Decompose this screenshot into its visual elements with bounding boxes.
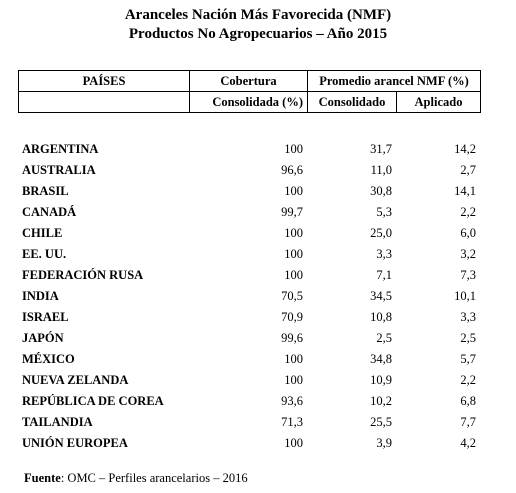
cell-consolidado: 3,9 <box>376 436 392 450</box>
cell-aplicado: 6,0 <box>460 226 476 240</box>
table-row: NUEVA ZELANDA 100 10,9 2,2 <box>18 370 480 391</box>
cell-cobertura: 100 <box>284 184 303 198</box>
table-header: PAÍSES Cobertura Promedio arancel NMF (%… <box>18 70 482 113</box>
cell-pais: BRASIL <box>22 184 69 198</box>
cell-consolidado: 10,2 <box>370 394 392 408</box>
table-row: ISRAEL 70,9 10,8 3,3 <box>18 307 480 328</box>
header-paises: PAÍSES <box>18 70 190 92</box>
cell-pais: UNIÓN EUROPEA <box>22 436 128 450</box>
table-row: MÉXICO 100 34,8 5,7 <box>18 349 480 370</box>
cell-consolidado: 2,5 <box>376 331 392 345</box>
cell-cobertura: 100 <box>284 268 303 282</box>
cell-aplicado: 7,7 <box>460 415 476 429</box>
table-row: UNIÓN EUROPEA 100 3,9 4,2 <box>18 433 480 454</box>
cell-pais: ARGENTINA <box>22 142 99 156</box>
cell-pais: CHILE <box>22 226 63 240</box>
source-note: Fuente: OMC – Perfiles arancelarios – 20… <box>24 471 248 486</box>
table-row: CHILE 100 25,0 6,0 <box>18 223 480 244</box>
cell-cobertura: 100 <box>284 373 303 387</box>
cell-cobertura: 93,6 <box>281 394 303 408</box>
table-row: BRASIL 100 30,8 14,1 <box>18 181 480 202</box>
table-row: AUSTRALIA 96,6 11,0 2,7 <box>18 160 480 181</box>
table-row: ARGENTINA 100 31,7 14,2 <box>18 139 480 160</box>
cell-cobertura: 99,7 <box>281 205 303 219</box>
table-row: JAPÓN 99,6 2,5 2,5 <box>18 328 480 349</box>
header-aplicado: Aplicado <box>395 91 482 113</box>
cell-aplicado: 3,3 <box>460 310 476 324</box>
table-row: INDIA 70,5 34,5 10,1 <box>18 286 480 307</box>
cell-cobertura: 100 <box>284 352 303 366</box>
table-row: FEDERACIÓN RUSA 100 7,1 7,3 <box>18 265 480 286</box>
cell-cobertura: 100 <box>284 247 303 261</box>
cell-cobertura: 71,3 <box>281 415 303 429</box>
cell-aplicado: 3,2 <box>460 247 476 261</box>
cell-cobertura: 99,6 <box>281 331 303 345</box>
cell-pais: FEDERACIÓN RUSA <box>22 268 144 282</box>
cell-cobertura: 100 <box>284 142 303 156</box>
cell-consolidado: 34,5 <box>370 289 392 303</box>
cell-aplicado: 2,7 <box>460 163 476 177</box>
header-consolidado: Consolidado <box>307 91 397 113</box>
cell-aplicado: 2,2 <box>460 373 476 387</box>
cell-consolidado: 10,8 <box>370 310 392 324</box>
table-title: Aranceles Nación Más Favorecida (NMF) <box>124 7 392 23</box>
cell-cobertura: 70,5 <box>281 289 303 303</box>
cell-aplicado: 10,1 <box>454 289 476 303</box>
cell-aplicado: 7,3 <box>460 268 476 282</box>
cell-consolidado: 7,1 <box>376 268 392 282</box>
cell-cobertura: 100 <box>284 436 303 450</box>
cell-consolidado: 3,3 <box>376 247 392 261</box>
table-subtitle: Productos No Agropecuarios – Año 2015 <box>128 26 388 42</box>
cell-pais: ISRAEL <box>22 310 69 324</box>
cell-aplicado: 5,7 <box>460 352 476 366</box>
cell-pais: AUSTRALIA <box>22 163 96 177</box>
data-table: ARGENTINA 100 31,7 14,2 AUSTRALIA 96,6 11,0 2,7… <box>18 139 480 454</box>
cell-pais: MÉXICO <box>22 352 75 366</box>
cell-pais: INDIA <box>22 289 59 303</box>
cell-pais: CANADÁ <box>22 205 77 219</box>
cell-pais: EE. UU. <box>22 247 67 261</box>
cell-pais: TAILANDIA <box>22 415 93 429</box>
cell-consolidado: 25,5 <box>370 415 392 429</box>
cell-consolidado: 25,0 <box>370 226 392 240</box>
table-row: EE. UU. 100 3,3 3,2 <box>18 244 480 265</box>
cell-consolidado: 5,3 <box>376 205 392 219</box>
cell-cobertura: 70,9 <box>281 310 303 324</box>
cell-cobertura: 96,6 <box>281 163 303 177</box>
source-text: : OMC – Perfiles arancelarios – 2016 <box>60 471 248 485</box>
source-label: Fuente <box>24 471 61 485</box>
header-consolidada: Consolidada (%) <box>189 91 308 113</box>
header-promedio: Promedio arancel NMF (%) <box>306 70 482 92</box>
cell-pais: NUEVA ZELANDA <box>22 373 129 387</box>
cell-aplicado: 6,8 <box>460 394 476 408</box>
cell-consolidado: 30,8 <box>370 184 392 198</box>
cell-aplicado: 2,5 <box>460 331 476 345</box>
table-row: TAILANDIA 71,3 25,5 7,7 <box>18 412 480 433</box>
cell-consolidado: 34,8 <box>370 352 392 366</box>
cell-consolidado: 11,0 <box>370 163 392 177</box>
cell-aplicado: 4,2 <box>460 436 476 450</box>
cell-pais: REPÚBLICA DE COREA <box>22 394 164 408</box>
cell-consolidado: 31,7 <box>370 142 392 156</box>
cell-aplicado: 14,1 <box>454 184 476 198</box>
header-blank <box>18 91 190 113</box>
cell-consolidado: 10,9 <box>370 373 392 387</box>
cell-cobertura: 100 <box>284 226 303 240</box>
cell-aplicado: 2,2 <box>460 205 476 219</box>
table-row: CANADÁ 99,7 5,3 2,2 <box>18 202 480 223</box>
header-cobertura: Cobertura <box>189 70 308 92</box>
table-row: REPÚBLICA DE COREA 93,6 10,2 6,8 <box>18 391 480 412</box>
cell-pais: JAPÓN <box>22 331 64 345</box>
cell-aplicado: 14,2 <box>454 142 476 156</box>
